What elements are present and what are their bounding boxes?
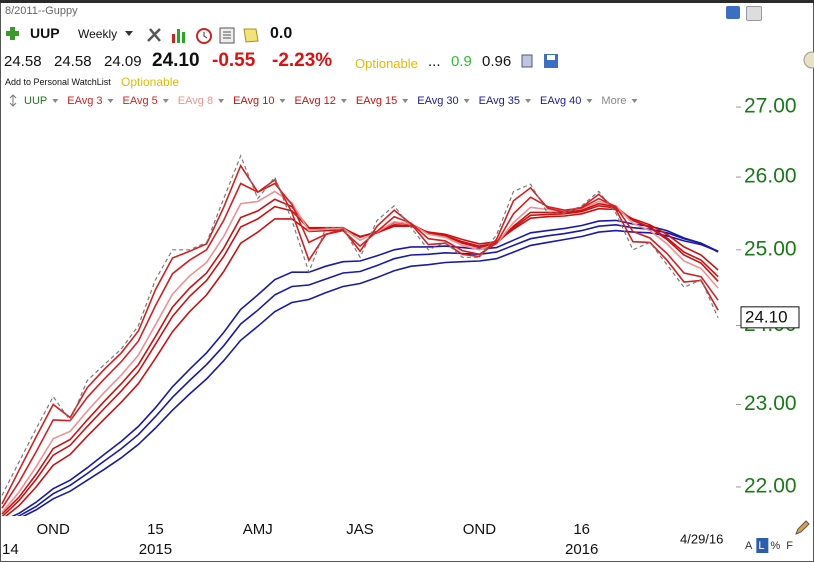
legend-dropdown bbox=[107, 99, 114, 103]
scale-button[interactable]: L bbox=[758, 540, 764, 552]
y-tick-label: 26.00 bbox=[744, 165, 797, 188]
y-tick-label: 23.00 bbox=[744, 392, 797, 415]
legend-label[interactable]: EAvg 8 bbox=[178, 95, 213, 107]
legend-dropdown bbox=[279, 99, 286, 103]
legend-dropdown bbox=[218, 99, 225, 103]
last-value-label: 24.10 bbox=[745, 307, 788, 326]
legend-dropdown bbox=[525, 99, 532, 103]
y-tick-label: 25.00 bbox=[744, 237, 797, 260]
legend-label[interactable]: UUP bbox=[24, 95, 47, 107]
open: 24.58 bbox=[4, 53, 42, 70]
change: -0.55 bbox=[212, 50, 256, 71]
x-tick-label: OND bbox=[36, 521, 70, 538]
legend-dropdown bbox=[340, 99, 347, 103]
legend-dropdown bbox=[402, 99, 409, 103]
legend-label[interactable]: EAvg 30 bbox=[417, 95, 458, 107]
legend-icon bbox=[9, 94, 17, 107]
series-line bbox=[11, 219, 719, 516]
layout-name[interactable]: 8/2011--Guppy bbox=[5, 5, 78, 17]
side-icon[interactable] bbox=[798, 50, 814, 70]
optionable-small: Optionable bbox=[121, 75, 180, 89]
legend-dropdown bbox=[52, 99, 59, 103]
legend-label[interactable]: EAvg 40 bbox=[540, 95, 581, 107]
series-line bbox=[22, 229, 719, 516]
legend-dropdown bbox=[586, 99, 593, 103]
high: 24.58 bbox=[54, 53, 92, 70]
x-tick-label: 16 bbox=[573, 521, 590, 538]
date-label: 4/29/16 bbox=[680, 531, 723, 546]
legend-label[interactable]: EAvg 12 bbox=[294, 95, 335, 107]
series-line bbox=[1, 198, 719, 515]
add-icon[interactable] bbox=[5, 26, 20, 41]
top-bar bbox=[0, 0, 814, 3]
x-year-label: 14 bbox=[2, 541, 19, 558]
period[interactable]: Weekly bbox=[78, 27, 118, 41]
legend-label[interactable]: EAvg 10 bbox=[233, 95, 274, 107]
last-value-box bbox=[740, 306, 800, 329]
series-line bbox=[1, 190, 719, 513]
legend-label[interactable]: EAvg 5 bbox=[123, 95, 158, 107]
scale-button-bg bbox=[756, 538, 769, 553]
y-tick-label: 22.00 bbox=[744, 475, 797, 498]
x-tick-label: JAS bbox=[346, 521, 374, 538]
series-line bbox=[1, 163, 719, 505]
optionable: Optionable bbox=[355, 56, 418, 71]
ratio: 0.96 bbox=[482, 53, 512, 70]
scale-button[interactable]: F bbox=[786, 540, 793, 552]
legend-label[interactable]: EAvg 3 bbox=[67, 95, 102, 107]
watchlist[interactable]: Add to Personal WatchList bbox=[5, 77, 111, 87]
y-tick-label: 27.00 bbox=[744, 95, 797, 118]
legend-dropdown bbox=[162, 99, 169, 103]
x-tick-label: AMJ bbox=[243, 521, 273, 538]
legend-dropdown bbox=[631, 99, 638, 103]
ellipsis: ... bbox=[428, 53, 441, 70]
scale-button[interactable]: % bbox=[770, 540, 780, 552]
x-tick-label: 15 bbox=[147, 521, 164, 538]
last: 24.10 bbox=[152, 50, 200, 71]
study-value: 0.0 bbox=[270, 25, 293, 42]
legend-more[interactable]: More bbox=[601, 95, 626, 107]
scale-button[interactable]: A bbox=[745, 540, 753, 552]
x-tick-label: OND bbox=[463, 521, 497, 538]
toolbar-icons[interactable] bbox=[146, 25, 266, 45]
info-icons[interactable] bbox=[521, 53, 566, 69]
period-dropdown[interactable] bbox=[124, 30, 134, 38]
legend-label[interactable]: EAvg 15 bbox=[356, 95, 397, 107]
beta: 0.9 bbox=[451, 53, 472, 70]
t-icon[interactable] bbox=[746, 6, 762, 21]
series-line bbox=[1, 182, 719, 509]
symbol[interactable]: UUP bbox=[30, 25, 60, 41]
x-year-label: 2015 bbox=[139, 541, 172, 558]
legend-dropdown bbox=[463, 99, 470, 103]
s-icon[interactable] bbox=[726, 6, 740, 19]
legend-label[interactable]: EAvg 35 bbox=[479, 95, 520, 107]
change-pct: -2.23% bbox=[272, 50, 333, 71]
series-line bbox=[1, 154, 719, 496]
low: 24.09 bbox=[104, 53, 142, 70]
x-year-label: 2016 bbox=[565, 541, 598, 558]
pencil-icon[interactable] bbox=[795, 520, 810, 535]
series-line bbox=[16, 223, 719, 516]
